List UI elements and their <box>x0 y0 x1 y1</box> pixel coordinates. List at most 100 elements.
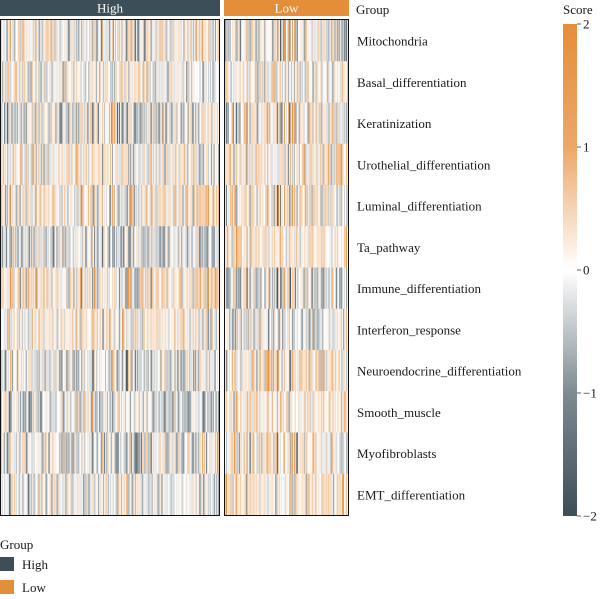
heatmap-cell <box>333 102 335 145</box>
heatmap-cell <box>73 61 75 103</box>
heatmap-cell <box>74 61 76 103</box>
heatmap-cell <box>2 267 5 310</box>
heatmap-cell <box>161 61 163 103</box>
heatmap-cell <box>1 473 3 516</box>
heatmap-cell <box>3 226 6 268</box>
heatmap-cell <box>288 267 291 310</box>
heatmap-cell <box>244 391 247 433</box>
heatmap-cell <box>317 473 319 516</box>
heatmap-cell <box>345 267 347 310</box>
heatmap-cell <box>105 267 107 310</box>
heatmap-cell <box>275 143 277 186</box>
heatmap-cell <box>155 391 157 433</box>
heatmap-cell <box>100 102 102 145</box>
heatmap-cell <box>310 102 312 145</box>
heatmap-cell <box>100 20 102 62</box>
heatmap-cell <box>283 308 285 351</box>
heatmap-cell <box>102 267 104 310</box>
heatmap-cell <box>24 143 27 186</box>
heatmap-cell <box>177 20 179 62</box>
heatmap-cell <box>203 185 205 227</box>
heatmap-cell <box>93 267 95 310</box>
heatmap-cell <box>343 102 345 145</box>
heatmap-cell <box>163 350 165 392</box>
heatmap-cell <box>166 20 168 62</box>
heatmap-cell <box>323 391 325 433</box>
heatmap-cell <box>168 473 170 516</box>
heatmap-cell <box>157 308 159 351</box>
heatmap-cell <box>343 350 345 392</box>
heatmap-cell <box>19 102 22 145</box>
heatmap-cell <box>127 143 130 186</box>
heatmap-cell <box>61 308 63 351</box>
heatmap-cell <box>286 20 289 62</box>
heatmap-cell <box>63 20 65 62</box>
heatmap-cell <box>292 308 295 351</box>
heatmap-cell <box>331 226 333 268</box>
heatmap-cell <box>208 185 210 227</box>
heatmap-cell <box>229 432 232 475</box>
heatmap-cell <box>155 226 157 268</box>
heatmap-cell <box>65 226 67 268</box>
heatmap-cell <box>234 432 237 475</box>
heatmap-cell <box>37 391 39 433</box>
heatmap-cell <box>96 267 98 310</box>
heatmap-cell <box>43 61 45 103</box>
heatmap-cell <box>209 308 211 351</box>
heatmap-cell <box>237 102 240 145</box>
heatmap-cell <box>256 143 258 186</box>
heatmap-cell <box>334 308 336 351</box>
heatmap-cell <box>239 267 242 310</box>
heatmap-cell <box>317 143 319 186</box>
heatmap-cell <box>134 102 137 145</box>
heatmap-cell <box>99 185 101 227</box>
heatmap-cell <box>53 350 55 392</box>
heatmap-cell <box>211 473 213 516</box>
heatmap-cell <box>126 20 129 62</box>
heatmap-cell <box>84 308 86 351</box>
heatmap-cell <box>277 473 279 516</box>
heatmap-cell <box>250 350 252 392</box>
heatmap-cell <box>31 391 34 433</box>
heatmap-cell <box>91 226 93 268</box>
heatmap-cell <box>75 308 77 351</box>
heatmap-cell <box>199 143 201 186</box>
heatmap-cell <box>106 185 108 227</box>
heatmap-cell <box>209 432 211 475</box>
heatmap-cell <box>311 473 313 516</box>
heatmap-cell <box>328 308 330 351</box>
heatmap-cell <box>342 20 344 62</box>
heatmap-cell <box>20 473 23 516</box>
heatmap-cell <box>89 391 91 433</box>
heatmap-cell <box>45 308 47 351</box>
heatmap-cell <box>243 20 246 62</box>
heatmap-cell <box>292 432 295 475</box>
heatmap-cell <box>300 185 303 227</box>
color-scale-tick-label: 0 <box>583 263 590 278</box>
heatmap-cell <box>238 267 241 310</box>
heatmap-cell <box>302 61 305 103</box>
heatmap-cell <box>44 61 46 103</box>
heatmap-cell <box>21 61 24 103</box>
heatmap-cell <box>9 308 12 351</box>
heatmap-cell <box>250 267 252 310</box>
heatmap-cell <box>322 185 324 227</box>
heatmap-cell <box>112 185 115 227</box>
heatmap-cell <box>259 350 261 392</box>
heatmap-cell <box>132 473 135 516</box>
heatmap-cell <box>291 185 294 227</box>
heatmap-cell <box>183 267 185 310</box>
heatmap-cell <box>123 391 126 433</box>
heatmap-cell <box>336 473 338 516</box>
heatmap-cell <box>95 61 97 103</box>
heatmap-cell <box>323 102 325 145</box>
heatmap-cell <box>333 391 335 433</box>
heatmap-cell <box>247 143 249 186</box>
heatmap-cell <box>91 473 93 516</box>
heatmap-cell <box>309 102 311 145</box>
heatmap-cell <box>143 102 146 145</box>
heatmap-cell <box>91 61 93 103</box>
heatmap-cell <box>321 20 323 62</box>
heatmap-cell <box>215 226 217 268</box>
heatmap-cell <box>269 308 271 351</box>
